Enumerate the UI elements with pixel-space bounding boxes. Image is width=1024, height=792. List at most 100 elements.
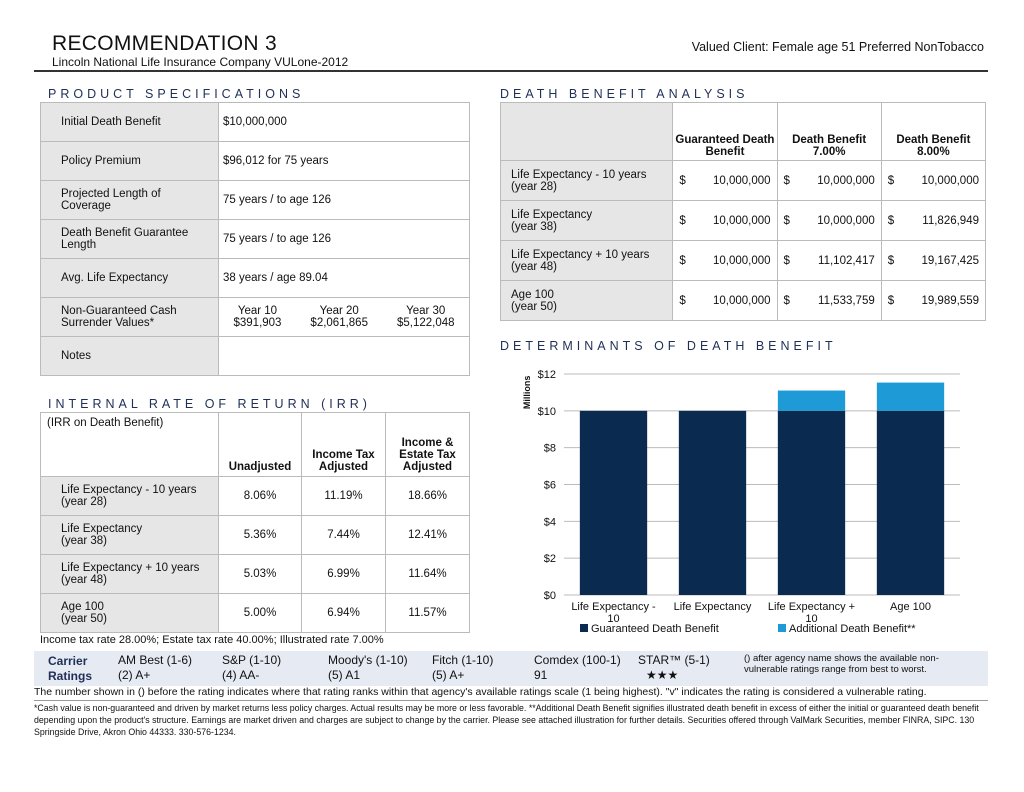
dba-value: 10,000,000 (817, 174, 875, 187)
bar-additional (777, 390, 846, 411)
currency-sign: $ (783, 174, 790, 187)
x-tick-label: Life Expectancy - (571, 601, 656, 613)
dba-value: 10,000,000 (712, 294, 771, 307)
bar-guaranteed (777, 410, 846, 595)
product-specs-table: Initial Death Benefit $10,000,000 Policy… (40, 102, 470, 376)
irr-heading: INTERNAL RATE OF RETURN (IRR) (48, 397, 371, 411)
x-tick-label: Age 100 (890, 601, 931, 613)
spec-row: Death Benefit Guarantee Length 75 years … (40, 219, 470, 259)
dba-value: 10,000,000 (817, 214, 875, 227)
determinants-heading: DETERMINANTS OF DEATH BENEFIT (500, 339, 837, 353)
dba-row-label: Life Expectancy + 10 years (511, 248, 650, 261)
dba-col-header: Death Benefit 8.00% (880, 102, 987, 161)
irr-row-sub: (year 48) (61, 574, 108, 586)
cash-value-year20: Year 20 $2,061,865 (310, 305, 368, 329)
irr-row: Life Expectancy + 10 years (year 48) 5.03… (40, 554, 470, 594)
spec-row: Policy Premium $96,012 for 75 years (40, 141, 470, 181)
irr-row: Life Expectancy - 10 years (year 28) 8.06… (40, 476, 470, 516)
notes-value[interactable] (218, 336, 470, 376)
rating-value: (2) A+ (118, 668, 151, 682)
legend-label: Additional Death Benefit** (789, 623, 916, 635)
currency-sign: $ (783, 294, 790, 307)
currency-sign: $ (783, 214, 790, 227)
spec-row: Projected Length of Coverage 75 years / … (40, 180, 470, 220)
bar-guaranteed (678, 410, 747, 595)
x-tick-label: 10 (805, 613, 817, 625)
legend-swatch (580, 624, 588, 632)
dba-value: 19,167,425 (921, 254, 979, 267)
rating-agency: Fitch (1-10) (432, 653, 494, 667)
currency-sign: $ (679, 294, 686, 307)
rating-agency: S&P (1-10) (222, 653, 282, 667)
disclosure-text: *Cash value is non-guaranteed and driven… (34, 700, 988, 737)
spec-label: Death Benefit Guarantee Length (40, 219, 219, 259)
cash-year: Year 30 (406, 305, 446, 317)
x-tick-label: Life Expectancy (674, 601, 752, 613)
dba-row: Age 100 (year 50) $10,000,000 $11,533,759… (499, 280, 987, 321)
cash-amount: $5,122,048 (396, 317, 455, 329)
dba-row: Life Expectancy - 10 years (year 28) $10,… (499, 160, 987, 201)
irr-value: 5.00% (218, 593, 302, 633)
notes-label: Notes (40, 336, 219, 376)
rating-value: (4) AA- (222, 668, 260, 682)
rating-agency: Moody's (1-10) (328, 653, 408, 667)
dba-row-sub: (year 50) (511, 300, 558, 313)
irr-value: 7.44% (301, 515, 386, 555)
y-tick-label: $10 (538, 406, 556, 418)
dba-value: 11,533,759 (818, 294, 875, 307)
dba-value: 10,000,000 (712, 214, 771, 227)
dba-row-sub: (year 48) (511, 260, 558, 273)
y-tick-label: $12 (538, 369, 556, 381)
dba-row-label: Life Expectancy (511, 208, 593, 221)
dba-col-header: Death Benefit 7.00% (776, 102, 882, 161)
rating-agency: AM Best (1-6) (118, 653, 193, 667)
irr-row-sub: (year 28) (61, 496, 108, 508)
x-tick-label: 10 (607, 613, 619, 625)
cash-value-row: Non-Guaranteed Cash Surrender Values* Ye… (40, 297, 470, 337)
currency-sign: $ (783, 254, 790, 267)
irr-value: 6.99% (301, 554, 386, 594)
y-tick-label: $4 (544, 516, 556, 528)
bar-guaranteed (579, 410, 648, 595)
dba-row-sub: (year 28) (511, 180, 558, 193)
ratings-note: () after agency name shows the available… (744, 653, 939, 675)
dba-value: 19,989,559 (921, 294, 979, 307)
spec-value: 75 years / to age 126 (218, 219, 470, 259)
irr-row-sub: (year 38) (61, 535, 108, 547)
spec-value: $10,000,000 (218, 102, 470, 142)
irr-subhead: (IRR on Death Benefit) (40, 412, 219, 477)
irr-row-label: Life Expectancy (61, 523, 143, 535)
dba-col-header: Guaranteed Death Benefit (672, 102, 778, 161)
irr-row-sub: (year 50) (61, 613, 108, 625)
client-description: Valued Client: Female age 51 Preferred N… (691, 40, 984, 54)
irr-value: 11.19% (301, 476, 386, 516)
dba-row-label: Life Expectancy - 10 years (511, 168, 647, 181)
header-divider (34, 70, 988, 72)
irr-assumptions-note: Income tax rate 28.00%; Estate tax rate … (40, 634, 384, 646)
spec-value: $96,012 for 75 years (218, 141, 470, 181)
rating-agency: Comdex (100-1) (534, 653, 621, 667)
carrier-product: Lincoln National Life Insurance Company … (52, 55, 349, 69)
irr-row-label: Life Expectancy + 10 years (61, 562, 200, 574)
currency-sign: $ (887, 214, 895, 227)
chart-svg: $0 $2 $4 $6 $8 $10 $12 Millions Life Expectancy … (522, 369, 960, 635)
irr-col-header: Income Tax Adjusted (301, 412, 386, 477)
page-title: RECOMMENDATION 3 (52, 32, 277, 55)
spec-value: 38 years / age 89.04 (218, 258, 470, 298)
cash-value-label: Non-Guaranteed Cash Surrender Values* (40, 297, 219, 337)
rating-value: (5) A+ (432, 668, 465, 682)
spec-label: Avg. Life Expectancy (40, 258, 219, 298)
irr-value: 11.57% (385, 593, 470, 633)
cash-amount: $391,903 (233, 317, 282, 329)
dba-row-label: Age 100 (511, 288, 554, 301)
dba-row-sub: (year 38) (511, 220, 558, 233)
dba-heading: DEATH BENEFIT ANALYSIS (500, 87, 749, 101)
dba-value: 10,000,000 (712, 174, 771, 187)
dba-row: Life Expectancy (year 38) $10,000,000 $10… (499, 200, 987, 241)
irr-table: (IRR on Death Benefit) Unadjusted Income… (40, 412, 470, 633)
currency-sign: $ (887, 294, 895, 307)
cash-value-year30: Year 30 $5,122,048 (397, 305, 455, 329)
irr-value: 6.94% (301, 593, 386, 633)
y-tick-label: $8 (544, 443, 556, 455)
y-axis-label: Millions (522, 376, 532, 410)
